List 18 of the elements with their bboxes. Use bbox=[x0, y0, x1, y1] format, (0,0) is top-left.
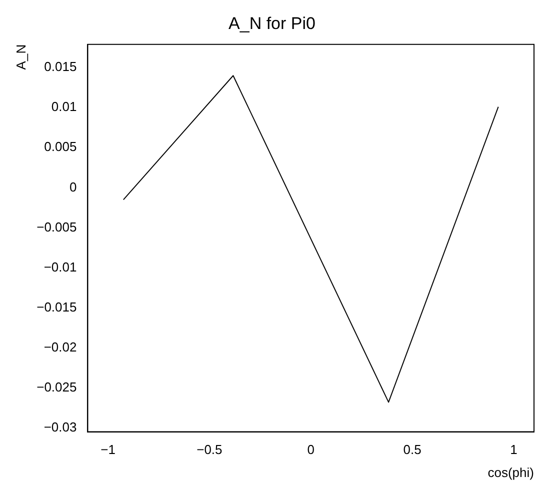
y-tick-label: 0.005 bbox=[44, 139, 77, 154]
y-axis-title: A_N bbox=[13, 44, 28, 70]
x-axis-title: cos(phi) bbox=[488, 464, 534, 480]
x-tick-label: −0.5 bbox=[196, 442, 222, 458]
y-tick-label: 0.01 bbox=[51, 99, 77, 114]
y-tick-label: −0.01 bbox=[44, 259, 77, 274]
chart-title: A_N for Pi0 bbox=[228, 14, 316, 33]
y-tick-label: 0.015 bbox=[44, 59, 77, 74]
x-tick-label: 1 bbox=[510, 442, 518, 458]
x-tick-label: 0.5 bbox=[403, 442, 422, 458]
x-tick-label: 0 bbox=[307, 442, 314, 458]
y-tick-label: 0 bbox=[69, 179, 77, 194]
y-tick-label: −0.025 bbox=[36, 379, 77, 394]
y-tick-label: −0.005 bbox=[36, 219, 77, 234]
y-tick-label: −0.015 bbox=[36, 299, 77, 314]
y-tick-label: −0.02 bbox=[44, 339, 77, 354]
x-tick-label: −1 bbox=[100, 442, 116, 458]
y-tick-label: −0.03 bbox=[44, 419, 77, 434]
